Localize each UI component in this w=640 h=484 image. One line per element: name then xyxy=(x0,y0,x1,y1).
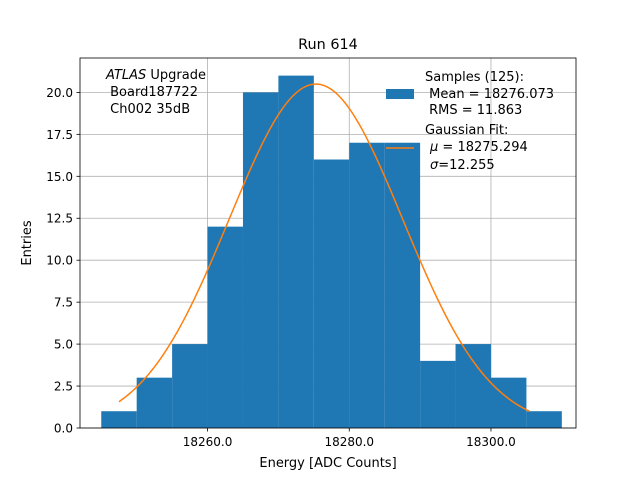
legend-fit-line-3: σ=12.255 xyxy=(430,158,495,173)
legend: Samples (125): Mean = 18276.073 RMS = 11… xyxy=(386,70,554,173)
y-tick-label: 17.5 xyxy=(46,128,73,142)
y-tick-label: 10.0 xyxy=(46,254,73,268)
x-tick-label: 18260.0 xyxy=(183,435,233,449)
histogram-bar xyxy=(172,344,208,428)
chart-title: Run 614 xyxy=(298,37,358,53)
histogram-bar xyxy=(207,226,243,428)
y-tick-label: 0.0 xyxy=(54,422,73,436)
annotation-line-1: ATLAS Upgrade xyxy=(105,68,206,83)
histogram-bar xyxy=(526,411,562,428)
histogram-bar xyxy=(420,360,456,428)
legend-fit-line-1: Gaussian Fit: xyxy=(425,123,508,138)
plot-frame xyxy=(79,57,577,429)
histogram-bar xyxy=(455,344,491,428)
histogram-bar xyxy=(278,75,314,428)
x-tick-label: 18280.0 xyxy=(324,435,374,449)
legend-mu-value: = 18275.294 xyxy=(438,140,527,155)
x-axis: 18260.0 18280.0 18300.0 xyxy=(183,428,516,449)
histogram-bar xyxy=(101,411,137,428)
annotation: ATLAS Upgrade Board187722 Ch002 35dB xyxy=(105,68,206,117)
histogram-bar xyxy=(136,377,173,428)
legend-sigma-symbol: σ xyxy=(430,158,439,173)
y-tick-label: 7.5 xyxy=(54,296,73,310)
x-tick-label: 18300.0 xyxy=(466,435,516,449)
y-tick-label: 20.0 xyxy=(46,86,73,100)
y-tick-label: 2.5 xyxy=(54,380,73,394)
legend-samples-line-3: RMS = 11.863 xyxy=(425,103,522,118)
histogram-bar xyxy=(242,92,279,428)
y-tick-label: 15.0 xyxy=(46,170,73,184)
legend-sigma-value: =12.255 xyxy=(438,158,494,173)
annotation-line-2: Board187722 xyxy=(106,85,198,100)
annotation-upgrade: Upgrade xyxy=(146,68,206,83)
gaussian-fit-curve xyxy=(118,83,531,413)
annotation-atlas: ATLAS xyxy=(105,68,146,83)
legend-mu-symbol: μ xyxy=(429,140,438,155)
gaussian-fit xyxy=(118,83,531,413)
y-axis: 0.0 2.5 5.0 7.5 10.0 12.5 15.0 17.5 20.0 xyxy=(46,86,80,436)
histogram-bar xyxy=(490,377,527,428)
legend-samples-line-2: Mean = 18276.073 xyxy=(425,87,554,102)
y-tick-label: 5.0 xyxy=(54,338,73,352)
histogram-bar xyxy=(349,142,385,428)
x-axis-label: Energy [ADC Counts] xyxy=(259,456,396,471)
legend-fit-line-2: μ = 18275.294 xyxy=(429,140,528,155)
y-tick-label: 12.5 xyxy=(46,212,73,226)
histogram-bar xyxy=(384,142,421,428)
legend-samples-patch xyxy=(386,89,414,99)
histogram-bar xyxy=(313,159,350,428)
legend-samples-line-1: Samples (125): xyxy=(425,70,524,85)
annotation-line-3: Ch002 35dB xyxy=(106,102,190,117)
y-axis-label: Entries xyxy=(20,220,35,266)
